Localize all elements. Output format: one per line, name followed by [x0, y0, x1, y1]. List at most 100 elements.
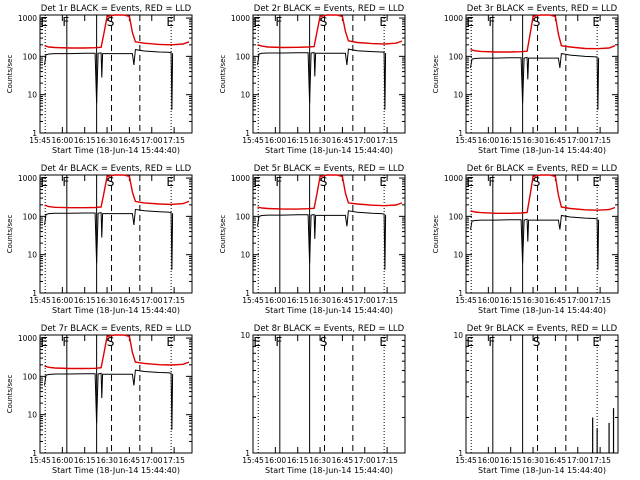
panel-title: Det 4r BLACK = Events, RED = LLD — [41, 164, 192, 174]
x-axis-label: Start Time (18-Jun-14 15:44:40) — [478, 466, 606, 475]
x-tick-label: 15:45 — [242, 296, 264, 305]
x-tick-label: 16:00 — [52, 136, 74, 145]
time-marker-letter: F — [488, 335, 495, 349]
plot-frame — [39, 334, 193, 454]
x-tick-label: 16:45 — [332, 296, 354, 305]
y-tick-label: 1 — [245, 129, 250, 138]
y-tick-label: 100 — [449, 212, 464, 221]
x-tick-label: 16:15 — [74, 136, 96, 145]
time-marker-letter: E — [40, 335, 48, 349]
x-axis-label: Start Time (18-Jun-14 15:44:40) — [265, 306, 393, 315]
y-axis-label: Counts/sec — [432, 55, 440, 94]
x-tick-label: 16:00 — [52, 456, 74, 465]
y-tick-label: 100 — [23, 52, 38, 61]
x-axis-label: Start Time (18-Jun-14 15:44:40) — [52, 466, 180, 475]
x-tick-label: 17:00 — [354, 136, 376, 145]
time-marker-letter: F — [62, 175, 69, 189]
time-marker-letter: E — [592, 335, 600, 349]
x-tick-label: 16:30 — [96, 456, 118, 465]
x-tick-label: 17:15 — [163, 296, 185, 305]
x-tick-label: 16:30 — [522, 456, 544, 465]
x-axis-label: Start Time (18-Jun-14 15:44:40) — [52, 306, 180, 315]
x-tick-label: 17:15 — [376, 136, 398, 145]
plot-frame — [39, 174, 193, 294]
x-tick-label: 16:00 — [52, 296, 74, 305]
time-marker-letter: E — [466, 335, 474, 349]
plot-frame — [465, 334, 619, 454]
y-tick-label: 100 — [236, 52, 251, 61]
y-tick-label: 1 — [32, 449, 37, 458]
time-marker-letter: S — [107, 335, 115, 349]
y-axis-label: Counts/sec — [432, 215, 440, 254]
panel-title: Det 1r BLACK = Events, RED = LLD — [41, 4, 192, 14]
panel-title: Det 2r BLACK = Events, RED = LLD — [254, 4, 405, 14]
x-tick-label: 17:00 — [567, 296, 589, 305]
lld-series-line — [257, 14, 403, 49]
panel-title: Det 6r BLACK = Events, RED = LLD — [467, 164, 618, 174]
x-tick-label: 17:15 — [589, 296, 611, 305]
lld-series-line — [44, 174, 190, 209]
y-tick-label: 1 — [458, 449, 463, 458]
time-marker-letter: S — [320, 15, 328, 29]
y-tick-label: 100 — [23, 212, 38, 221]
x-tick-label: 16:30 — [96, 136, 118, 145]
y-tick-label: 100 — [449, 52, 464, 61]
y-tick-label: 1000 — [444, 14, 463, 23]
events-series-line — [44, 208, 174, 270]
x-tick-label: 16:45 — [119, 456, 141, 465]
x-tick-label: 16:30 — [522, 136, 544, 145]
events-series-line — [44, 49, 174, 110]
x-tick-label: 15:45 — [242, 136, 264, 145]
y-tick-label: 1 — [32, 129, 37, 138]
x-tick-label: 16:15 — [74, 456, 96, 465]
plot-frame — [252, 14, 406, 134]
time-marker-letter: E — [253, 15, 261, 29]
x-tick-label: 16:00 — [265, 296, 287, 305]
x-tick-label: 16:30 — [96, 296, 118, 305]
events-series-line — [257, 210, 387, 270]
y-axis-label: Counts/sec — [6, 375, 14, 414]
x-tick-label: 16:45 — [332, 136, 354, 145]
events-series-line — [470, 214, 600, 270]
y-tick-label: 1 — [245, 289, 250, 298]
panel-title: Det 7r BLACK = Events, RED = LLD — [41, 324, 192, 334]
plot-frame — [252, 174, 406, 294]
panel-title: Det 5r BLACK = Events, RED = LLD — [254, 164, 405, 174]
x-axis-label: Start Time (18-Jun-14 15:44:40) — [478, 306, 606, 315]
lld-series-line — [44, 334, 190, 370]
x-tick-label: 17:00 — [141, 456, 163, 465]
y-tick-label: 10 — [240, 91, 250, 100]
x-tick-label: 16:15 — [500, 296, 522, 305]
x-axis-label: Start Time (18-Jun-14 15:44:40) — [478, 146, 606, 155]
y-tick-label: 100 — [23, 372, 38, 381]
time-marker-letter: E — [40, 175, 48, 189]
y-axis-label: Counts/sec — [219, 215, 227, 254]
y-tick-label: 100 — [236, 212, 251, 221]
x-tick-label: 17:15 — [589, 456, 611, 465]
y-tick-label: 1000 — [18, 14, 37, 23]
lld-series-line — [257, 174, 403, 210]
x-tick-label: 15:45 — [455, 456, 477, 465]
time-marker-letter: E — [166, 15, 174, 29]
time-marker-letter: E — [466, 15, 474, 29]
time-marker-letter: F — [488, 175, 495, 189]
time-marker-letter: S — [533, 15, 541, 29]
x-tick-label: 16:45 — [119, 296, 141, 305]
x-tick-label: 16:45 — [545, 136, 567, 145]
x-axis-label: Start Time (18-Jun-14 15:44:40) — [265, 466, 393, 475]
x-tick-label: 16:00 — [265, 456, 287, 465]
x-tick-label: 17:00 — [354, 296, 376, 305]
x-tick-label: 16:30 — [309, 296, 331, 305]
y-tick-label: 10 — [27, 411, 37, 420]
x-tick-label: 16:15 — [287, 456, 309, 465]
x-axis-label: Start Time (18-Jun-14 15:44:40) — [52, 146, 180, 155]
x-tick-label: 15:45 — [29, 136, 51, 145]
x-tick-label: 16:15 — [74, 296, 96, 305]
y-tick-label: 10 — [27, 251, 37, 260]
